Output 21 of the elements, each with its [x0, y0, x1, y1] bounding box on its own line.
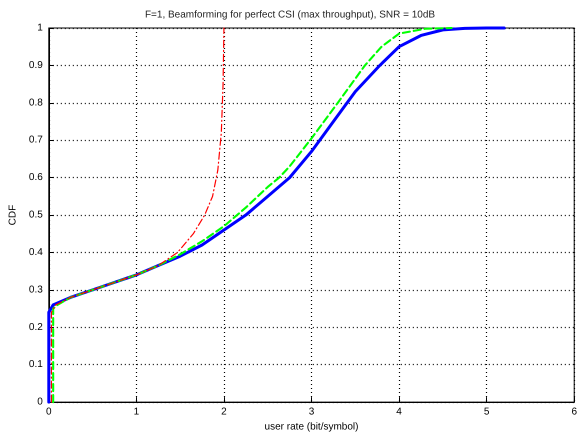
y-tick-label: 0.4	[28, 246, 44, 258]
y-tick-label: 0.1	[28, 359, 44, 370]
x-tick-label: 6	[571, 406, 578, 418]
y-tick-label: 0.5	[28, 210, 44, 221]
x-axis-title: user rate (bit/symbol)	[264, 422, 358, 432]
y-axis-title: CDF	[8, 204, 18, 226]
x-tick-label: 5	[484, 406, 490, 418]
y-tick-label: 1	[37, 22, 44, 34]
y-tick-label: 0.6	[28, 172, 44, 184]
y-tick-label: 0.9	[28, 60, 44, 71]
y-tick-label: 0.8	[28, 97, 44, 108]
y-tick-label: 0	[37, 396, 44, 408]
y-tick-label: 0.3	[28, 284, 44, 296]
chart-title: F=1, Beamforming for perfect CSI (max throughput), SNR = 10dB	[144, 10, 436, 20]
x-tick-label: 3	[308, 406, 315, 418]
x-tick-label: 4	[396, 406, 402, 418]
y-tick-label: 0.2	[28, 322, 44, 333]
x-tick-label: 0	[46, 406, 52, 418]
x-tick-label: 2	[221, 406, 228, 418]
x-tick-label: 1	[134, 406, 140, 418]
y-tick-label: 0.7	[28, 134, 44, 146]
